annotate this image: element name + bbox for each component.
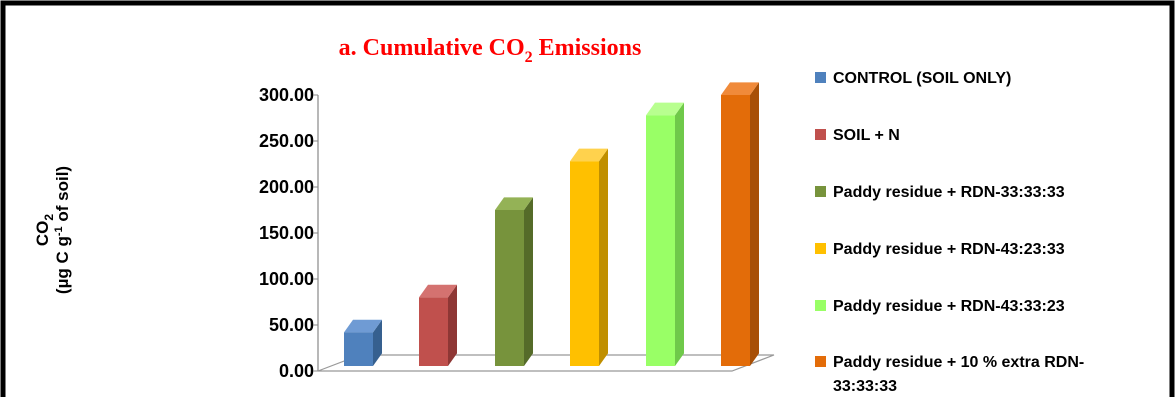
y-axis-label-co: CO [33,221,52,247]
bar-side [675,102,684,366]
y-tick-label: 50.00 [269,315,314,335]
bar [646,115,675,367]
y-axis-label-line1: CO2 [33,214,56,247]
legend-swatch [815,72,826,83]
y-axis-label-line2: (µg C g-1 of soil) [53,166,72,294]
bar-side [599,148,608,366]
legend-label: Paddy residue + RDN-43:33:23 [833,298,1065,315]
bar-side [448,284,457,366]
legend-swatch [815,129,826,140]
bar [721,95,750,366]
legend-swatch [815,356,826,367]
bar-group [344,319,382,366]
bar-group [646,102,684,367]
bar [419,297,448,366]
bar [570,161,599,366]
legend-label: Paddy residue + RDN-43:23:33 [833,241,1065,258]
y-tick-label: 100.00 [259,269,314,289]
y-tick-label: 0.00 [279,361,314,381]
y-tick-label: 150.00 [259,223,314,243]
y-tick-label: 250.00 [259,131,314,151]
legend-swatch [815,186,826,197]
bar [344,332,373,366]
y-tick-label: 300.00 [259,85,314,105]
legend-label: Paddy residue + RDN-33:33:33 [833,184,1065,201]
y-axis-label: CO2 (µg C g-1 of soil) [33,166,72,294]
bars [344,82,759,367]
bar-top [570,148,608,162]
legend-label-continuation: 33:33:33 [833,378,897,395]
y-axis-label-unit-b: of soil) [53,166,72,226]
bar-group [721,82,759,367]
bar-top [419,284,457,298]
legend-label: Paddy residue + 10 % extra RDN- [833,354,1084,371]
legend-label: CONTROL (SOIL ONLY) [833,70,1011,87]
legend-label: SOIL + N [833,127,900,144]
y-tick-label: 200.00 [259,177,314,197]
bar-group [495,197,533,366]
legend-swatch [815,300,826,311]
bar-group [419,284,457,366]
bar-side [524,197,533,366]
bar-side [750,82,759,367]
chart-title: a. Cumulative CO2 Emissions [339,35,642,66]
bar-side [373,319,382,366]
chart-title-prefix: a. Cumulative CO [339,35,525,61]
bar-top [646,102,684,116]
bar [495,210,524,366]
bar-top [344,319,382,333]
y-axis-ticks: 300.00 250.00 200.00 150.00 100.00 50.00 0.00 [259,85,318,381]
y-axis-label-co-sub: 2 [42,214,56,221]
chart-title-subscript: 2 [525,49,533,66]
bar-group [570,148,608,366]
y-axis-label-unit-sup: -1 [53,226,65,236]
bar-top [495,197,533,210]
chart-title-suffix: Emissions [533,35,642,61]
y-axis-label-unit-a: (µg C g [53,236,72,294]
legend: CONTROL (SOIL ONLY) SOIL + N Paddy residue… [815,70,1084,395]
legend-swatch [815,243,826,254]
bar-top [721,82,759,95]
